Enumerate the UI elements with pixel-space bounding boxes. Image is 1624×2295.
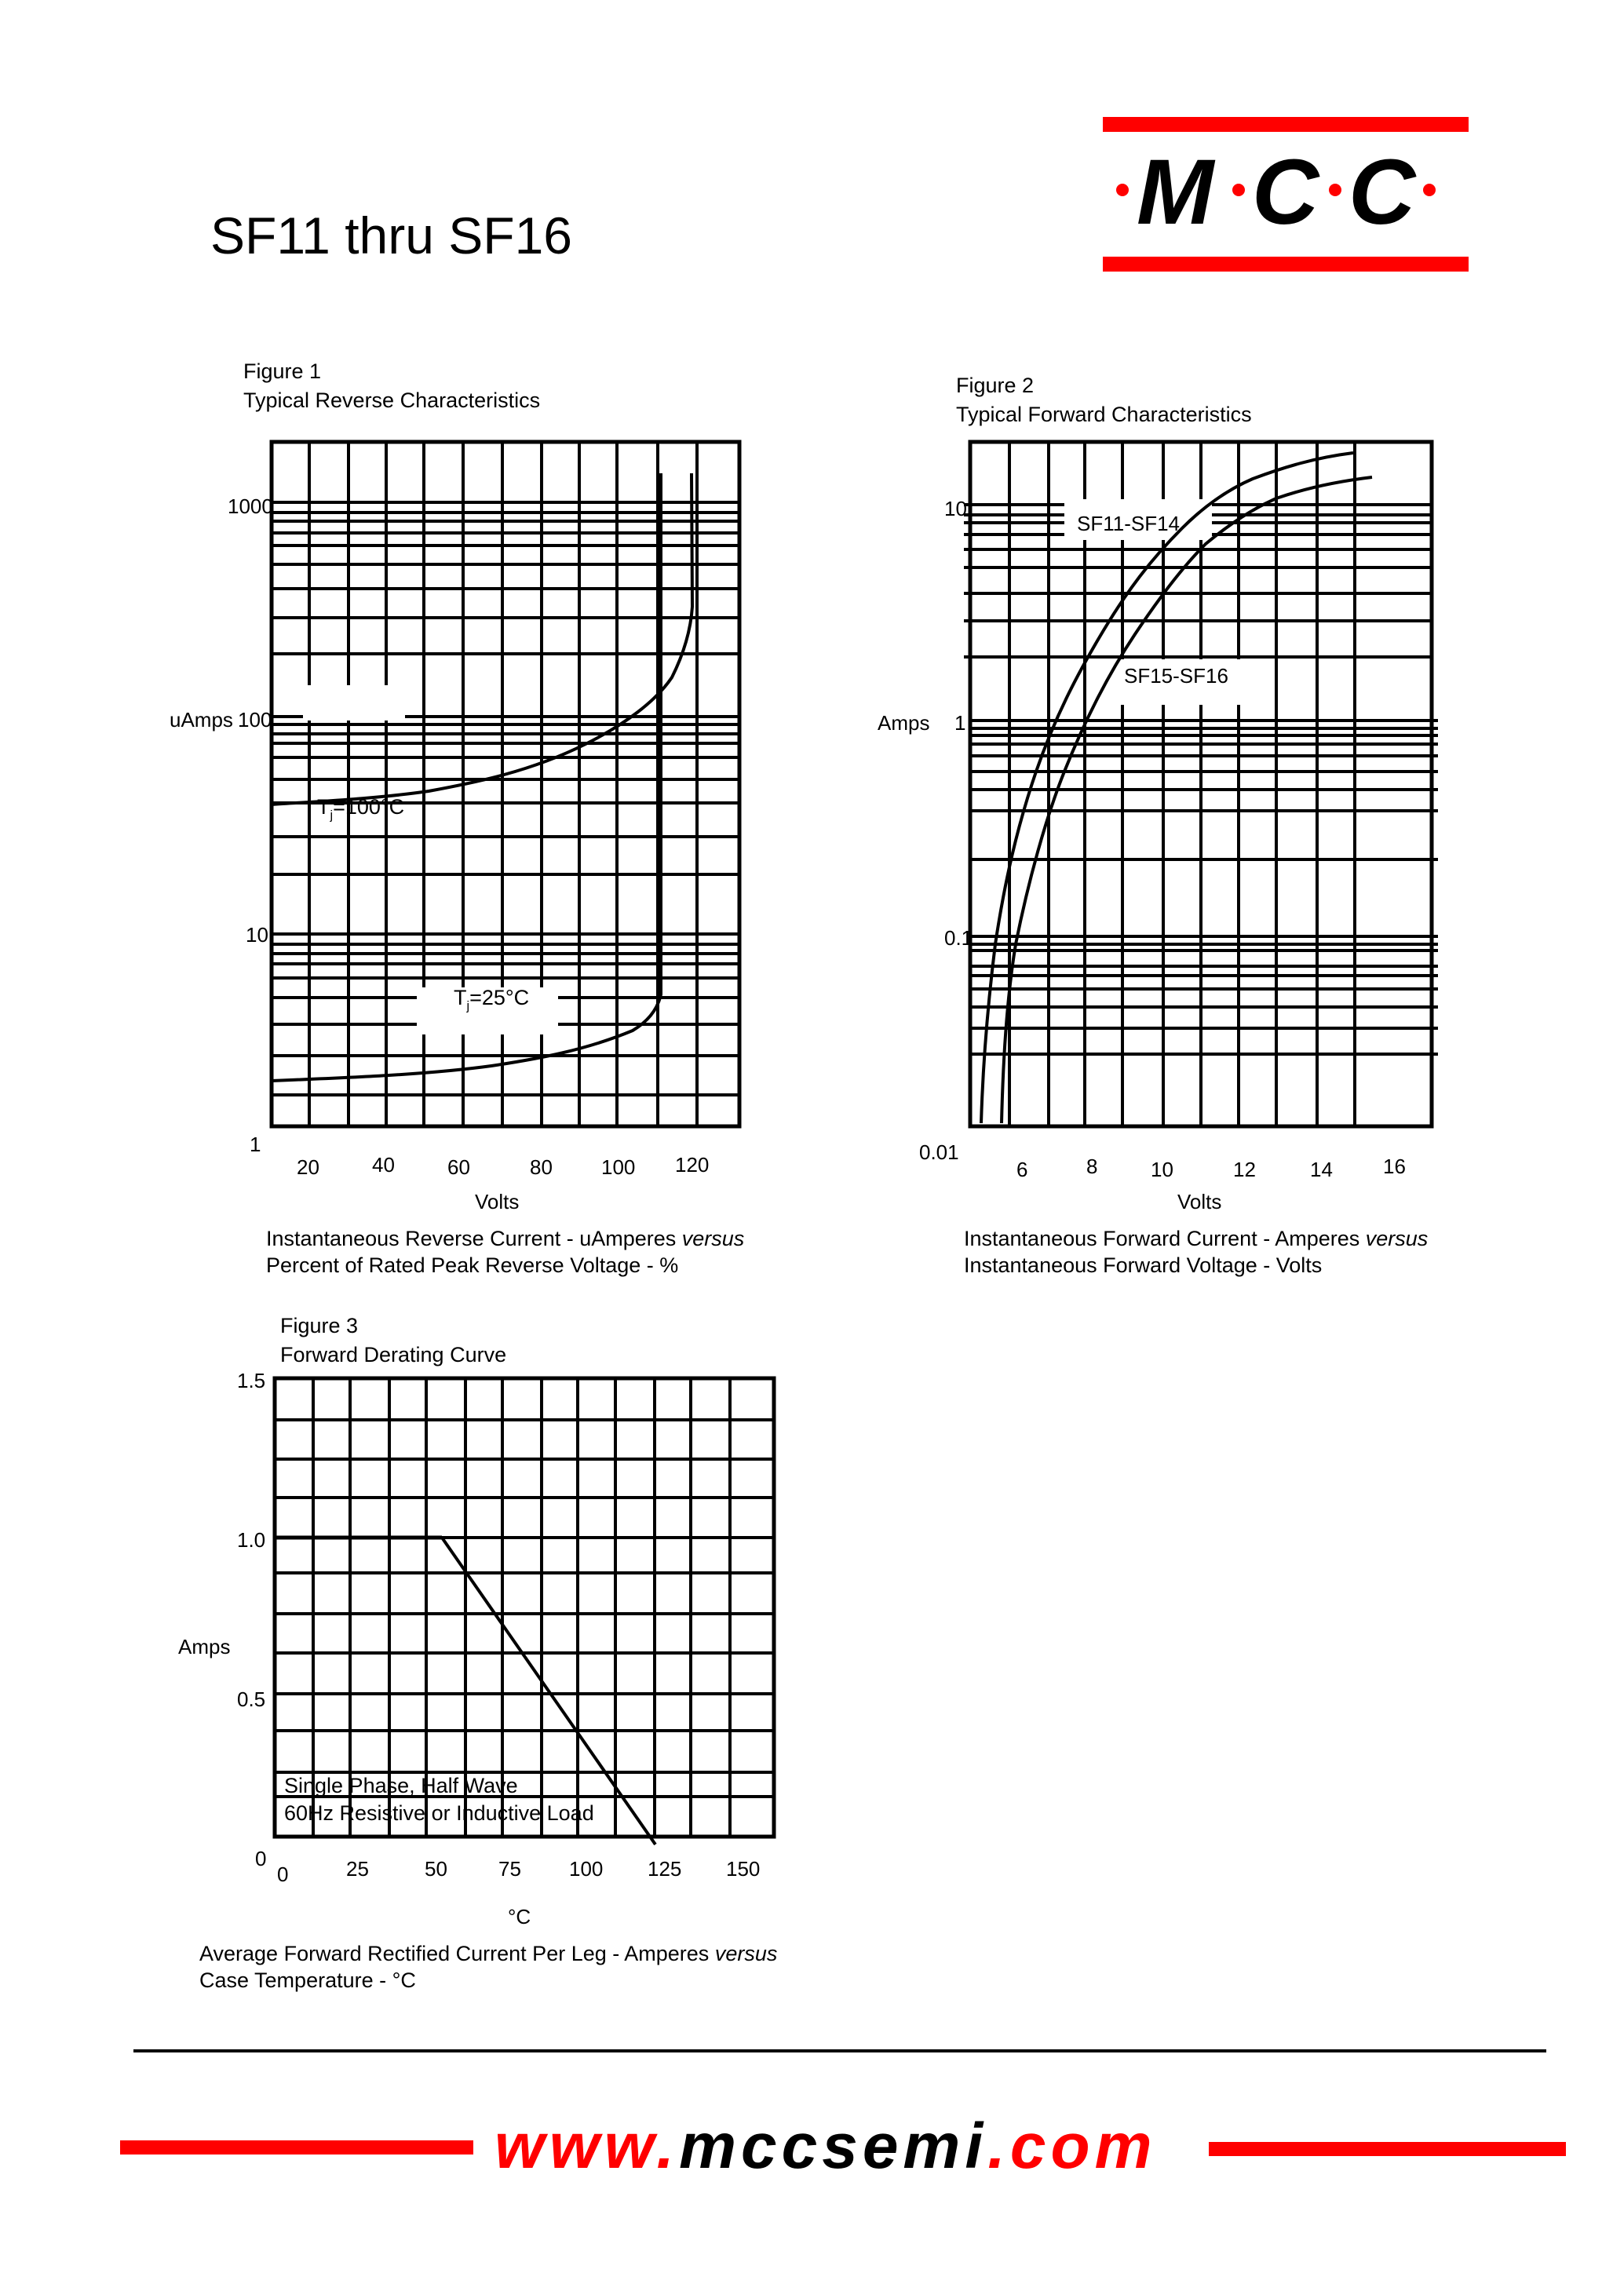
figure-2-ytick: 0.01 xyxy=(919,1140,959,1164)
figure-1-annotation-hot: Tj=100°C xyxy=(317,795,405,823)
figure-2-xtick: 10 xyxy=(1151,1158,1173,1181)
figure-3-ytick: 0.5 xyxy=(237,1688,266,1711)
figure-3-xtick: 125 xyxy=(648,1857,682,1881)
figure-3-xtick: 75 xyxy=(498,1857,521,1881)
figure-1-ytick: 100 xyxy=(238,708,272,732)
figure-2-ytick: 0.1 xyxy=(944,926,973,950)
figure-3-caption: Average Forward Rectified Current Per Le… xyxy=(199,1942,778,1992)
figure-3-xtick: 0 xyxy=(277,1863,289,1886)
figure-1-xtick: 120 xyxy=(675,1153,710,1177)
figure-1-ylabel: uAmps xyxy=(170,708,233,732)
figure-3-ytick: 0 xyxy=(255,1847,267,1870)
figure-2-xtick: 12 xyxy=(1233,1158,1256,1181)
figure-1-ytick: 1 xyxy=(250,1133,261,1156)
figure-2-xlabel: Volts xyxy=(1177,1190,1222,1213)
figure-2-xtick: 6 xyxy=(1016,1158,1028,1181)
website-link[interactable]: www.mccsemi.com xyxy=(494,2111,1157,2182)
figure-2-title: Typical Forward Characteristics xyxy=(956,403,1252,426)
figure-1-xlabel: Volts xyxy=(475,1190,520,1213)
figure-2-xtick: 8 xyxy=(1086,1155,1098,1178)
svg-text:M: M xyxy=(1137,140,1216,244)
figure-3-label: Figure 3 xyxy=(280,1314,359,1337)
figure-3-xtick: 150 xyxy=(726,1857,761,1881)
figure-3-xtick: 100 xyxy=(569,1857,604,1881)
figure-1-chart xyxy=(269,440,742,1129)
figure-2-ylabel: Amps xyxy=(878,711,930,735)
figure-3-annotation-line1: Single Phase, Half Wave xyxy=(284,1774,518,1797)
figure-1-ytick: 10 xyxy=(246,923,268,947)
figure-3-xtick: 25 xyxy=(346,1857,369,1881)
figure-3-ytick: 1.0 xyxy=(237,1528,266,1552)
figure-3-ytick: 1.5 xyxy=(237,1369,266,1392)
footer-divider xyxy=(133,2049,1546,2052)
figure-1-xtick: 20 xyxy=(297,1155,319,1179)
figure-2-annotation-series-a: SF11-SF14 xyxy=(1077,512,1181,535)
figure-3-xlabel: °C xyxy=(508,1905,531,1928)
figure-1-ytick: 1000 xyxy=(228,494,273,518)
svg-text:C: C xyxy=(1348,140,1417,244)
figure-3-annotation-line2: 60Hz Resistive or Inductive Load xyxy=(284,1801,594,1825)
figure-2-xtick: 14 xyxy=(1310,1158,1333,1181)
figure-1-label: Figure 1 xyxy=(243,359,322,383)
figure-1-caption: Instantaneous Reverse Current - uAmperes… xyxy=(266,1227,745,1277)
figure-2-chart xyxy=(964,440,1438,1129)
figure-2-ytick: 10 xyxy=(944,497,967,520)
figure-1-title: Typical Reverse Characteristics xyxy=(243,389,541,412)
page-title: SF11 thru SF16 xyxy=(210,206,573,265)
figure-2-label: Figure 2 xyxy=(956,374,1035,397)
figure-2-annotation-series-b: SF15-SF16 xyxy=(1124,664,1228,688)
figure-3-chart xyxy=(272,1376,776,1846)
figure-1-annotation-cold: Tj=25°C xyxy=(454,986,530,1013)
figure-1-xtick: 60 xyxy=(447,1155,470,1179)
footer-right-bar xyxy=(1209,2142,1566,2156)
figure-1-xtick: 40 xyxy=(372,1153,395,1177)
figure-1-xtick: 80 xyxy=(530,1155,553,1179)
figure-3-xtick: 50 xyxy=(425,1857,447,1881)
figure-1-xtick: 100 xyxy=(601,1155,636,1179)
footer-left-bar xyxy=(120,2140,473,2155)
figure-3-title: Forward Derating Curve xyxy=(280,1343,507,1366)
figure-2-ytick: 1 xyxy=(954,711,966,735)
logo-bottom-bar xyxy=(1103,257,1469,272)
figure-2-xtick: 16 xyxy=(1383,1155,1406,1178)
figure-3-ylabel: Amps xyxy=(178,1635,231,1658)
svg-text:C: C xyxy=(1252,140,1320,244)
logo-top-bar xyxy=(1103,117,1469,132)
logo-letters: M C C xyxy=(1116,140,1436,244)
figure-2-caption: Instantaneous Forward Current - Amperes … xyxy=(964,1227,1429,1277)
